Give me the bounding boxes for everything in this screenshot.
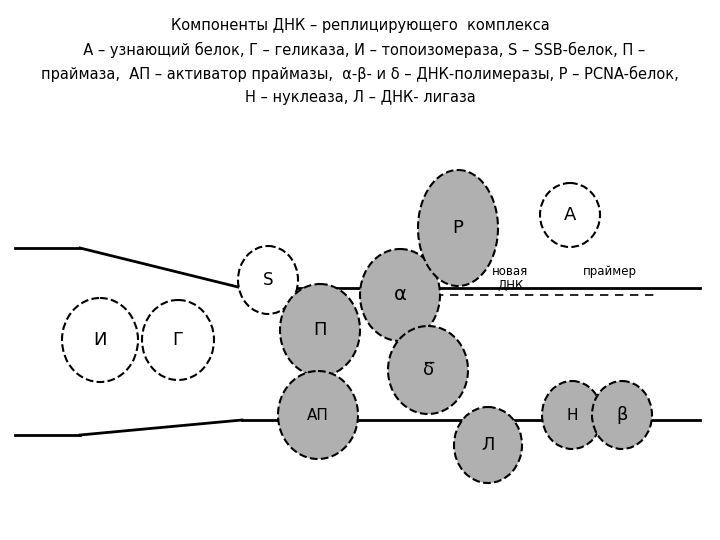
Text: S: S (263, 271, 274, 289)
Text: Н – нуклеаза, Л – ДНК- лигаза: Н – нуклеаза, Л – ДНК- лигаза (245, 90, 475, 105)
Text: А – узнающий белок, Г – геликаза, И – топоизомераза, S – SSB-белок, П –: А – узнающий белок, Г – геликаза, И – то… (74, 42, 646, 58)
Ellipse shape (592, 381, 652, 449)
Ellipse shape (360, 249, 440, 341)
Text: новая: новая (492, 265, 528, 278)
Text: И: И (94, 331, 107, 349)
Text: праймаза,  АП – активатор праймазы,  α-β- и δ – ДНК-полимеразы, Р – PCNA-белок,: праймаза, АП – активатор праймазы, α-β- … (41, 66, 679, 82)
Ellipse shape (542, 381, 602, 449)
Ellipse shape (454, 407, 522, 483)
Text: Л: Л (481, 436, 495, 454)
Text: АП: АП (307, 408, 329, 422)
Text: праймер: праймер (583, 265, 637, 278)
Text: П: П (313, 321, 327, 339)
Text: Компоненты ДНК – реплицирующего  комплекса: Компоненты ДНК – реплицирующего комплекс… (171, 18, 549, 33)
Text: Н: Н (566, 408, 577, 422)
Ellipse shape (280, 284, 360, 376)
Ellipse shape (388, 326, 468, 414)
Ellipse shape (278, 371, 358, 459)
Ellipse shape (540, 183, 600, 247)
Ellipse shape (238, 246, 298, 314)
Text: Г: Г (173, 331, 184, 349)
Ellipse shape (418, 170, 498, 286)
Ellipse shape (62, 298, 138, 382)
Text: А: А (564, 206, 576, 224)
Text: α: α (394, 286, 406, 305)
Text: Р: Р (453, 219, 464, 237)
Text: β: β (616, 406, 628, 424)
Ellipse shape (142, 300, 214, 380)
Text: ДНК: ДНК (497, 279, 523, 292)
Text: δ̅: δ̅ (423, 361, 433, 379)
